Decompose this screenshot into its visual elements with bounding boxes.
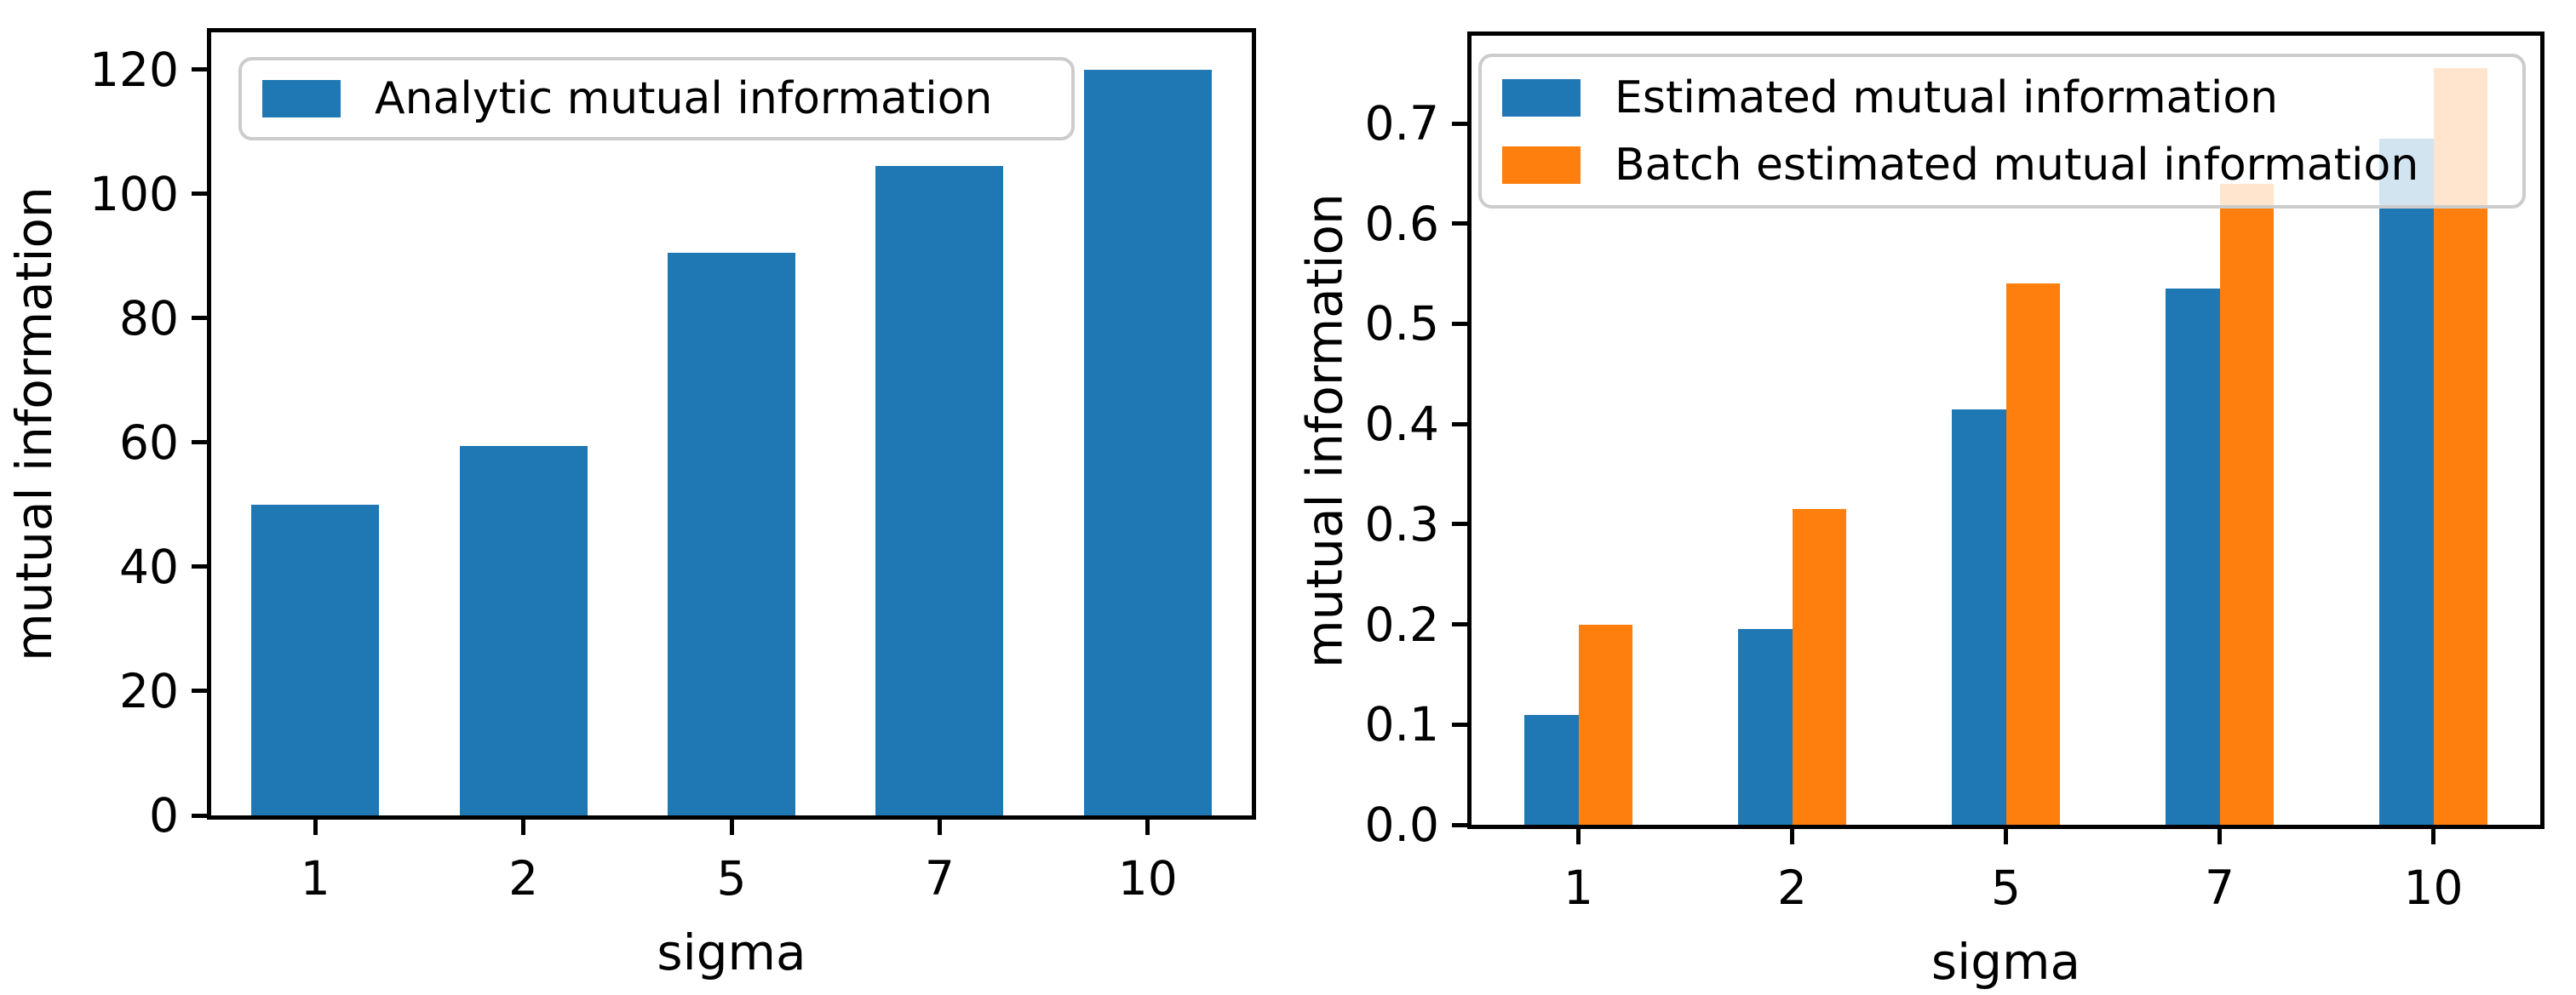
bar-blue-sigma-5	[1952, 409, 2006, 825]
x-tick-label: 2	[1777, 861, 1807, 915]
x-tick-label: 5	[1991, 861, 2021, 915]
y-tick-label: 0.2	[1364, 597, 1439, 652]
bar-blue-sigma-1	[1524, 714, 1579, 825]
y-tick-mark	[192, 316, 207, 321]
bar-orange-sigma-1	[1578, 624, 1632, 825]
x-tick-mark	[2004, 829, 2008, 844]
legend-swatch-orange	[1502, 146, 1581, 184]
bar-orange-sigma-5	[2005, 283, 2060, 825]
x-tick-label: 1	[1563, 861, 1593, 915]
x-tick-mark	[1576, 829, 1581, 844]
legend-swatch-blue	[262, 80, 341, 117]
y-tick-label: 0	[149, 788, 179, 843]
y-tick-mark	[1452, 822, 1467, 827]
legend-swatch-blue	[1502, 78, 1581, 117]
y-tick-mark	[192, 813, 207, 818]
y-tick-label: 0.1	[1364, 697, 1439, 752]
y-tick-label: 40	[119, 539, 179, 594]
y-tick-label: 100	[89, 166, 179, 221]
y-tick-label: 80	[119, 290, 179, 346]
y-tick-label: 0.3	[1364, 496, 1439, 552]
y-tick-mark	[192, 440, 207, 445]
y-tick-label: 60	[119, 415, 179, 470]
bar-blue-sigma-2	[1738, 629, 1793, 825]
y-tick-label: 0.6	[1364, 196, 1439, 251]
x-axis-label: sigma	[657, 924, 806, 981]
y-tick-label: 0.7	[1364, 96, 1439, 151]
y-tick-mark	[1452, 221, 1467, 226]
y-tick-mark	[1452, 522, 1467, 527]
y-tick-label: 0.5	[1364, 296, 1439, 352]
x-tick-label: 10	[2403, 861, 2464, 915]
legend-label: Batch estimated mutual information	[1615, 139, 2419, 191]
y-tick-label: 0.4	[1364, 397, 1439, 452]
bar-blue-sigma-2	[459, 445, 588, 815]
legend-entry: Estimated mutual information	[1502, 72, 2502, 123]
y-tick-mark	[1452, 321, 1467, 326]
x-tick-label: 2	[508, 851, 539, 906]
y-tick-label: 120	[89, 42, 179, 97]
y-tick-label: 20	[119, 663, 179, 718]
x-tick-mark	[2431, 829, 2435, 844]
y-tick-mark	[1452, 722, 1467, 727]
x-tick-mark	[729, 820, 734, 835]
legend-entry: Batch estimated mutual information	[1502, 140, 2502, 191]
x-tick-label: 5	[716, 851, 747, 906]
x-tick-mark	[937, 820, 942, 835]
y-tick-mark	[192, 689, 207, 694]
y-tick-mark	[192, 192, 207, 197]
bar-blue-sigma-7	[875, 165, 1004, 815]
y-tick-mark	[192, 67, 207, 72]
legend: Analytic mutual information	[238, 57, 1075, 140]
x-tick-mark	[313, 820, 318, 835]
x-tick-mark	[1145, 820, 1150, 835]
y-tick-mark	[1452, 421, 1467, 426]
x-tick-label: 7	[924, 851, 955, 906]
y-tick-mark	[1452, 121, 1467, 126]
y-tick-mark	[1452, 622, 1467, 627]
y-tick-mark	[192, 564, 207, 569]
x-tick-label: 7	[2205, 861, 2235, 915]
left-chart: mutual information sigma 0 20 40 60 80 100 120…	[5, 28, 1256, 979]
right-chart: mutual information sigma 0.0 0.1 0.2 0.3 0.4…	[1295, 31, 2544, 988]
legend-entry: Analytic mutual information	[262, 73, 1051, 124]
x-tick-label: 1	[300, 851, 330, 906]
bar-blue-sigma-10	[1083, 69, 1212, 815]
x-tick-mark	[521, 820, 526, 835]
y-tick-label: 0.0	[1364, 798, 1439, 852]
bar-blue-sigma-1	[251, 504, 380, 815]
bar-blue-sigma-7	[2166, 289, 2220, 825]
x-tick-mark	[1790, 829, 1794, 844]
x-axis-label: sigma	[1931, 933, 2081, 991]
x-tick-mark	[2217, 829, 2222, 844]
legend-label: Estimated mutual information	[1615, 71, 2279, 123]
legend: Estimated mutual information Batch estima…	[1478, 54, 2526, 209]
bar-blue-sigma-10	[2379, 138, 2434, 825]
legend-label: Analytic mutual information	[375, 73, 993, 124]
bar-orange-sigma-7	[2219, 183, 2274, 825]
x-tick-label: 10	[1117, 851, 1178, 906]
bar-blue-sigma-5	[668, 253, 795, 815]
bar-orange-sigma-2	[1792, 509, 1846, 825]
